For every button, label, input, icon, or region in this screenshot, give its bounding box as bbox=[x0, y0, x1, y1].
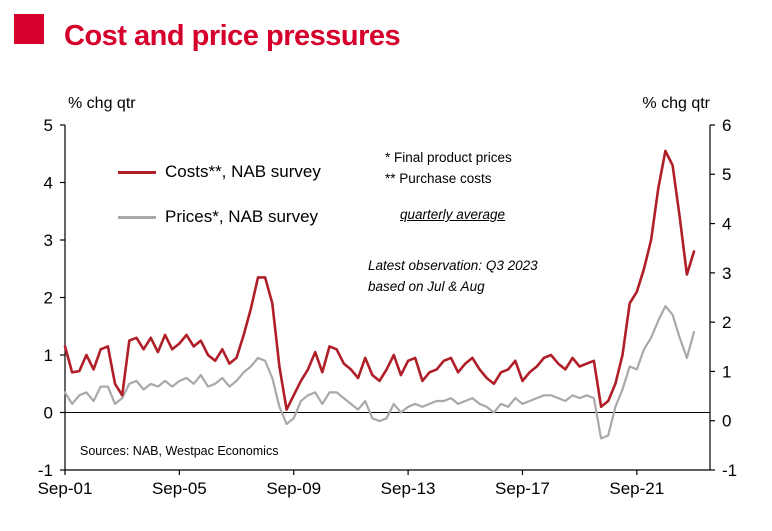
legend-item-costs: Costs**, NAB survey bbox=[118, 162, 321, 182]
y-axis-title-left: % chg qtr bbox=[68, 95, 136, 112]
costs-line-swatch bbox=[118, 170, 156, 174]
sources-note: Sources: NAB, Westpac Economics bbox=[80, 444, 279, 458]
page-title: Cost and price pressures bbox=[64, 20, 401, 52]
y-right-tick-label: 3 bbox=[722, 264, 731, 283]
x-tick-label: Sep-13 bbox=[381, 479, 436, 498]
y-left-tick-label: 3 bbox=[44, 231, 53, 250]
footnote-purchase-costs: ** Purchase costs bbox=[385, 170, 492, 186]
y-left-tick-label: 2 bbox=[44, 288, 53, 307]
latest-observation-line1: Latest observation: Q3 2023 bbox=[368, 258, 538, 273]
x-tick-label: Sep-05 bbox=[152, 479, 207, 498]
legend-item-prices: Prices*, NAB survey bbox=[118, 207, 318, 227]
x-tick-label: Sep-21 bbox=[609, 479, 664, 498]
prices-series-line bbox=[63, 305, 696, 440]
legend-prices-label: Prices*, NAB survey bbox=[165, 207, 319, 226]
y-left-tick-label: 0 bbox=[44, 403, 53, 422]
costs-series-line bbox=[63, 149, 696, 411]
y-left-tick-label: 4 bbox=[44, 173, 53, 192]
latest-observation-line2: based on Jul & Aug bbox=[368, 278, 485, 294]
y-left-tick-label: -1 bbox=[38, 461, 53, 480]
y-right-tick-label: 4 bbox=[722, 215, 731, 234]
latest-observation-note: Latest observation: Q3 2023 based on Jul… bbox=[368, 256, 538, 298]
westpac-logo bbox=[14, 14, 44, 44]
prices-line-swatch bbox=[118, 215, 156, 219]
y-axis-title-right: % chg qtr bbox=[642, 95, 710, 112]
x-tick-label: Sep-01 bbox=[38, 479, 93, 498]
y-left-tick-label: 5 bbox=[44, 116, 53, 135]
y-right-tick-label: -1 bbox=[722, 461, 737, 480]
y-right-tick-label: 6 bbox=[722, 116, 731, 135]
y-left-tick-label: 1 bbox=[44, 346, 53, 365]
y-right-tick-label: 1 bbox=[722, 362, 731, 381]
quarterly-average-note: quarterly average bbox=[400, 207, 506, 222]
x-tick-label: Sep-17 bbox=[495, 479, 550, 498]
footnote-final-product-prices: * Final product prices bbox=[385, 150, 512, 165]
footnotes-block: * Final product prices ** Purchase costs bbox=[385, 148, 512, 190]
y-right-tick-label: 0 bbox=[722, 412, 731, 431]
y-right-tick-label: 2 bbox=[722, 313, 731, 332]
x-tick-label: Sep-09 bbox=[266, 479, 321, 498]
y-right-tick-label: 5 bbox=[722, 165, 731, 184]
legend-costs-label: Costs**, NAB survey bbox=[165, 162, 321, 181]
